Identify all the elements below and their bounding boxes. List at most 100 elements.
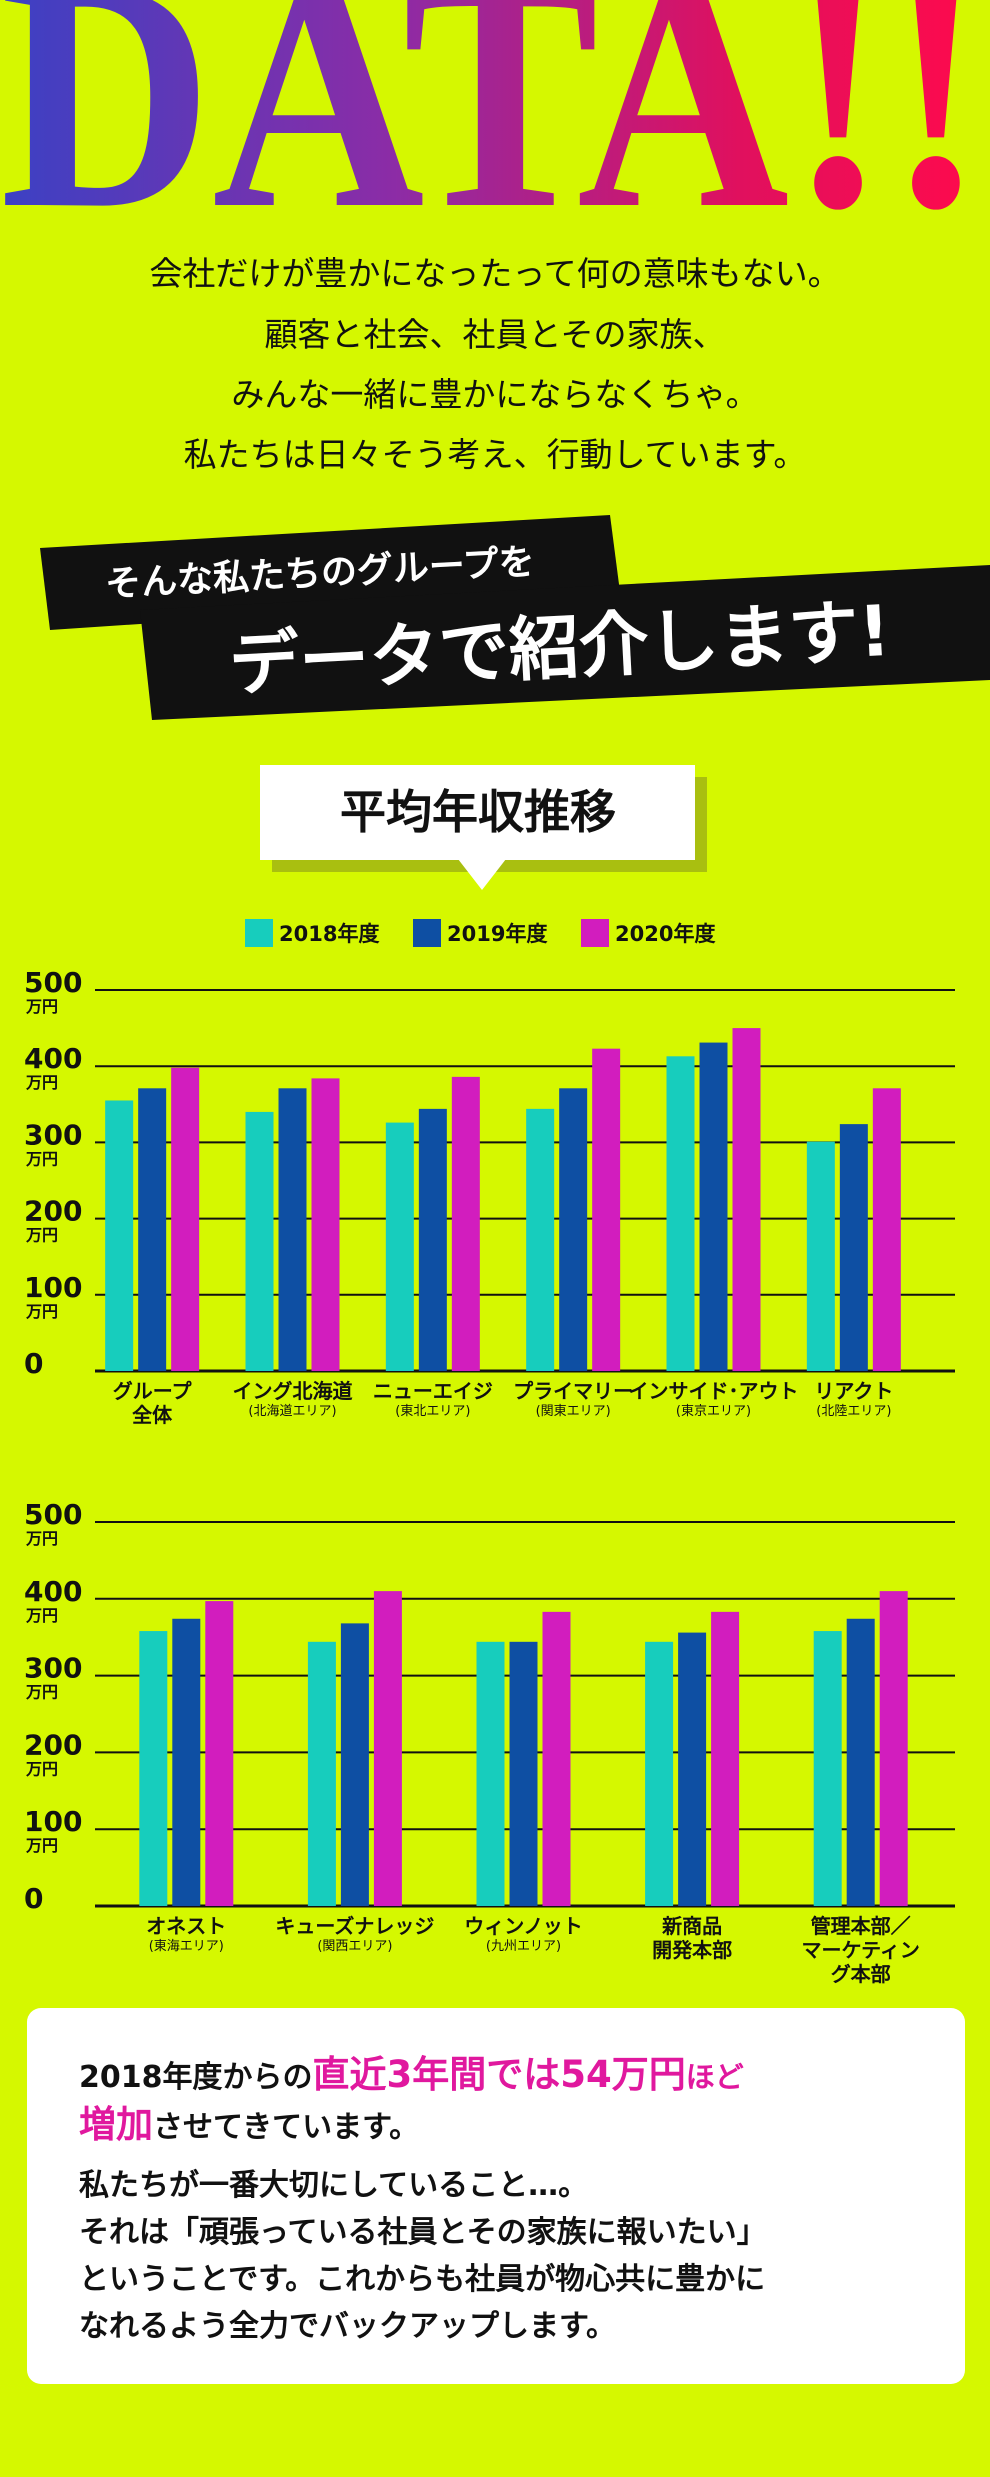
footer-line: それは「頑張っている社員とその家族に報いたい」: [79, 2215, 767, 2250]
y-unit-label: 万円: [25, 1529, 58, 1548]
x-tick-label: 新商品 開発本部: [652, 1914, 733, 1962]
legend-swatch: [413, 919, 441, 947]
bar: [509, 1641, 538, 1906]
x-tick-label: プライマリー: [513, 1379, 634, 1403]
footer-text: ほど: [686, 2060, 744, 2094]
intro-line: 会社だけが豊かになったって何の意味もない。: [149, 254, 840, 293]
y-unit-label: 万円: [25, 997, 58, 1016]
y-unit-label: 万円: [25, 1226, 58, 1245]
y-unit-label: 万円: [25, 1836, 58, 1855]
footer-text: 直近3年間では54万円: [313, 2053, 686, 2096]
bar: [526, 1108, 555, 1371]
footer-line: 増加させてきています。: [79, 2103, 419, 2146]
bar: [699, 1042, 728, 1371]
bar: [872, 1088, 901, 1371]
x-tick-note: (九州エリア): [485, 1939, 562, 1954]
y-unit-label: 万円: [25, 1302, 58, 1321]
x-tick-note: (北陸エリア): [816, 1404, 892, 1419]
bar: [340, 1623, 369, 1906]
y-tick-label: 500: [24, 966, 82, 999]
intro-line: 私たちは日々そう考え、行動しています。: [184, 435, 807, 474]
footer-line: なれるよう全力でバックアップします。: [79, 2309, 616, 2344]
title-box: [260, 765, 695, 860]
bar: [678, 1632, 707, 1906]
y-tick-label: 500: [24, 1498, 82, 1531]
x-tick-label: ニューエイジ: [372, 1379, 493, 1403]
y-tick-label: 300: [24, 1118, 82, 1151]
footer-text: なれるよう全力でバックアップします。: [79, 2309, 616, 2344]
bar: [172, 1618, 201, 1906]
y-tick-label: 0: [24, 1882, 43, 1915]
y-tick-label: 0: [24, 1347, 43, 1380]
section-title: 平均年収推移: [340, 785, 616, 839]
x-tick-note: (東海エリア): [148, 1939, 224, 1954]
x-tick-label: グループ 全体: [112, 1379, 192, 1427]
x-tick-note: (東北エリア): [395, 1404, 471, 1419]
bar: [205, 1601, 234, 1906]
title-pointer: [458, 859, 506, 890]
footer-text: 2018年度からの: [79, 2060, 313, 2095]
legend-label: 2020年度: [615, 922, 715, 946]
bar: [278, 1088, 307, 1371]
intro-line: みんな一緒に豊かにならなくちゃ。: [231, 375, 758, 414]
legend-label: 2018年度: [279, 922, 379, 946]
x-tick-label: リアクト: [814, 1379, 894, 1403]
y-tick-label: 100: [24, 1271, 82, 1304]
y-tick-label: 400: [24, 1042, 82, 1075]
y-unit-label: 万円: [25, 1759, 58, 1778]
footer-box: [27, 2008, 965, 2384]
bar: [879, 1591, 908, 1906]
bar: [418, 1108, 447, 1371]
bar: [139, 1631, 168, 1906]
intro-line: 顧客と社会、社員とその家族、: [264, 315, 725, 354]
footer-text: 私たちが一番大切にしていること…。: [79, 2168, 588, 2203]
x-tick-label: オネスト: [146, 1914, 227, 1938]
bar: [846, 1618, 875, 1906]
legend-swatch: [581, 919, 609, 947]
bar: [806, 1141, 835, 1371]
x-tick-note: (関東エリア): [535, 1404, 611, 1419]
footer-text: それは「頑張っている社員とその家族に報いたい」: [79, 2215, 767, 2250]
banner-band: [140, 565, 990, 720]
bar: [666, 1056, 695, 1371]
bar: [645, 1641, 674, 1906]
y-unit-label: 万円: [25, 1606, 58, 1625]
footer-line: ということです。これからも社員が物心共に豊かに: [79, 2262, 765, 2297]
y-tick-label: 200: [24, 1195, 82, 1228]
footer-text: させてきています。: [153, 2110, 419, 2145]
bar: [171, 1067, 200, 1371]
bar: [813, 1631, 842, 1906]
y-tick-label: 100: [24, 1805, 82, 1838]
bar: [711, 1611, 740, 1906]
y-tick-label: 200: [24, 1728, 82, 1761]
bar: [592, 1048, 621, 1371]
x-tick-label: キューズナレッジ: [275, 1914, 435, 1938]
legend-label: 2019年度: [447, 922, 547, 946]
footer-line: 2018年度からの直近3年間では54万円ほど: [79, 2053, 744, 2096]
bar: [839, 1124, 868, 1371]
y-unit-label: 万円: [25, 1683, 58, 1702]
bar: [138, 1088, 167, 1371]
bar: [245, 1111, 274, 1371]
x-tick-label: 管理本部／ マーケティング本部: [801, 1914, 920, 1986]
y-unit-label: 万円: [25, 1073, 58, 1092]
legend-swatch: [245, 919, 273, 947]
footer-text: ということです。これからも社員が物心共に豊かに: [79, 2262, 765, 2297]
hero-title: DATA!!: [0, 0, 985, 277]
bar: [105, 1100, 134, 1371]
bar: [559, 1088, 588, 1371]
x-tick-label: イング北海道: [232, 1379, 353, 1403]
bar: [385, 1122, 414, 1371]
bar: [451, 1076, 480, 1371]
y-tick-label: 300: [24, 1652, 82, 1685]
bar: [311, 1078, 340, 1371]
footer-text: 増加: [79, 2103, 153, 2146]
x-tick-note: (北海道エリア): [248, 1404, 337, 1419]
bar: [476, 1641, 505, 1906]
y-unit-label: 万円: [25, 1149, 58, 1168]
x-tick-note: (東京エリア): [675, 1404, 752, 1419]
bar: [542, 1611, 571, 1906]
x-tick-label: インサイド･アウト: [628, 1379, 799, 1403]
bar: [307, 1641, 336, 1906]
